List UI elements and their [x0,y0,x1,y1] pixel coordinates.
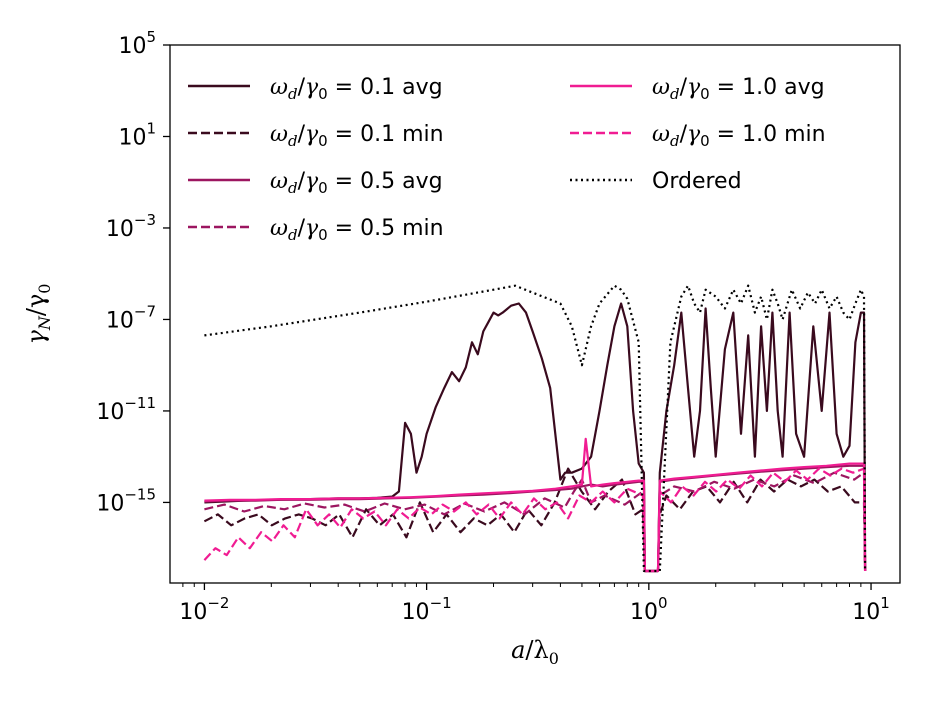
major-ticks [163,44,872,590]
series-line-min-0-5 [204,471,867,573]
legend-value: = 0.1 avg [328,75,443,100]
legend-gamma: γ [305,75,319,100]
y-tick-label-exp: 1 [146,119,156,137]
y-tick-label-exp: −15 [124,485,156,503]
legend-sub-0: 0 [318,132,328,150]
series-line-min-1-0 [203,467,867,573]
y-tick-label-base: 10 [96,491,124,516]
y-tick-label-exp: −11 [124,394,156,412]
legend-slash: / [298,122,306,147]
legend-omega: ω [652,75,670,100]
y-tick-label-exp: −3 [134,211,156,229]
legend-slash: / [298,169,306,194]
series-layer [203,284,867,573]
y-tick-label: 10−7 [106,302,156,333]
x-tick-labels: 10−2 10−1 100 101 [179,594,889,625]
x-tick-label-base: 10 [630,600,658,625]
legend-sub-0: 0 [700,132,710,150]
legend-value: = 0.5 min [328,216,444,241]
legend-slash: / [680,122,688,147]
legend-entry: ωd/γ0 = 0.5 min [270,216,444,244]
legend-gamma: γ [305,122,319,147]
series-line-ordered [204,284,867,573]
legend-entry: ωd/γ0 = 1.0 avg [652,75,825,103]
legend-omega: ω [270,169,288,194]
x-tick-label-base: 10 [179,600,207,625]
legend-sub-d: d [288,179,298,197]
y-axis-label: γN/γ0 [22,284,54,345]
legend-omega: ω [652,122,670,147]
x-tick-label-base: 10 [852,600,880,625]
y-tick-label-base: 10 [106,217,134,242]
x-tick-label-base: 10 [402,600,430,625]
legend-value: = 1.0 avg [710,75,825,100]
legend-value: = 0.1 min [328,122,444,147]
legend-entry: ωd/γ0 = 0.5 avg [270,169,443,197]
legend-sub-0: 0 [700,85,710,103]
legend-sub-0: 0 [318,179,328,197]
y-axis-label-gamma: γ [22,329,50,344]
y-tick-label-base: 10 [118,34,146,59]
y-tick-label-base: 10 [118,125,146,150]
y-axis-label-sub-0: 0 [35,284,54,294]
series-line-avg-0-1 [204,302,867,573]
legend-value: = 1.0 min [710,122,826,147]
y-tick-label-base: 10 [96,400,124,425]
legend-sub-d: d [288,132,298,150]
x-tick-label: 101 [852,594,890,625]
x-tick-label: 100 [630,594,668,625]
x-tick-label-exp: 1 [880,594,890,612]
minor-ticks [182,583,862,587]
y-axis-label-slash: /γ [22,294,50,316]
x-tick-label-exp: −1 [430,594,452,612]
legend-sub-d: d [670,132,680,150]
x-tick-label-exp: −2 [207,594,229,612]
x-tick-label: 10−2 [179,594,229,625]
legend-value: = 0.5 avg [328,169,443,194]
y-tick-label-base: 10 [106,308,134,333]
y-tick-label: 10−11 [96,394,156,425]
y-tick-label: 10−3 [106,211,156,242]
legend-slash: / [680,75,688,100]
legend-gamma: γ [305,169,319,194]
x-tick-label-exp: 0 [658,594,668,612]
legend-sub-0: 0 [318,226,328,244]
legend-sub-d: d [288,226,298,244]
plot-frame [169,44,901,584]
legend-entry: Ordered [652,169,742,194]
legend-gamma: γ [305,216,319,241]
legend-omega: ω [270,122,288,147]
legend-entry: ωd/γ0 = 0.1 avg [270,75,443,103]
x-tick-label: 10−1 [402,594,452,625]
x-axis-label: a/λ0 [511,636,559,668]
legend-slash: / [298,75,306,100]
x-axis-label-a: a [511,636,525,664]
legend-omega: ω [270,75,288,100]
legend-sub-0: 0 [318,85,328,103]
legend-slash: / [298,216,306,241]
x-axis-label-sub: 0 [549,649,559,668]
x-axis-label-slash: /λ [525,636,548,664]
y-tick-label-exp: −7 [134,302,156,320]
legend-entry: ωd/γ0 = 1.0 min [652,122,826,150]
y-tick-label-exp: 5 [146,28,156,46]
y-axis-label-sub-n: N [35,315,54,331]
y-tick-label: 105 [118,28,156,59]
y-tick-label: 10−15 [96,485,156,516]
legend-sub-d: d [670,85,680,103]
legend-sub-d: d [288,85,298,103]
legend-entry: ωd/γ0 = 0.1 min [270,122,444,150]
legend-gamma: γ [687,75,701,100]
legend-omega: ω [270,216,288,241]
series-line-avg-1-0 [204,437,867,573]
legend-gamma: γ [687,122,701,147]
y-tick-label: 101 [118,119,156,150]
